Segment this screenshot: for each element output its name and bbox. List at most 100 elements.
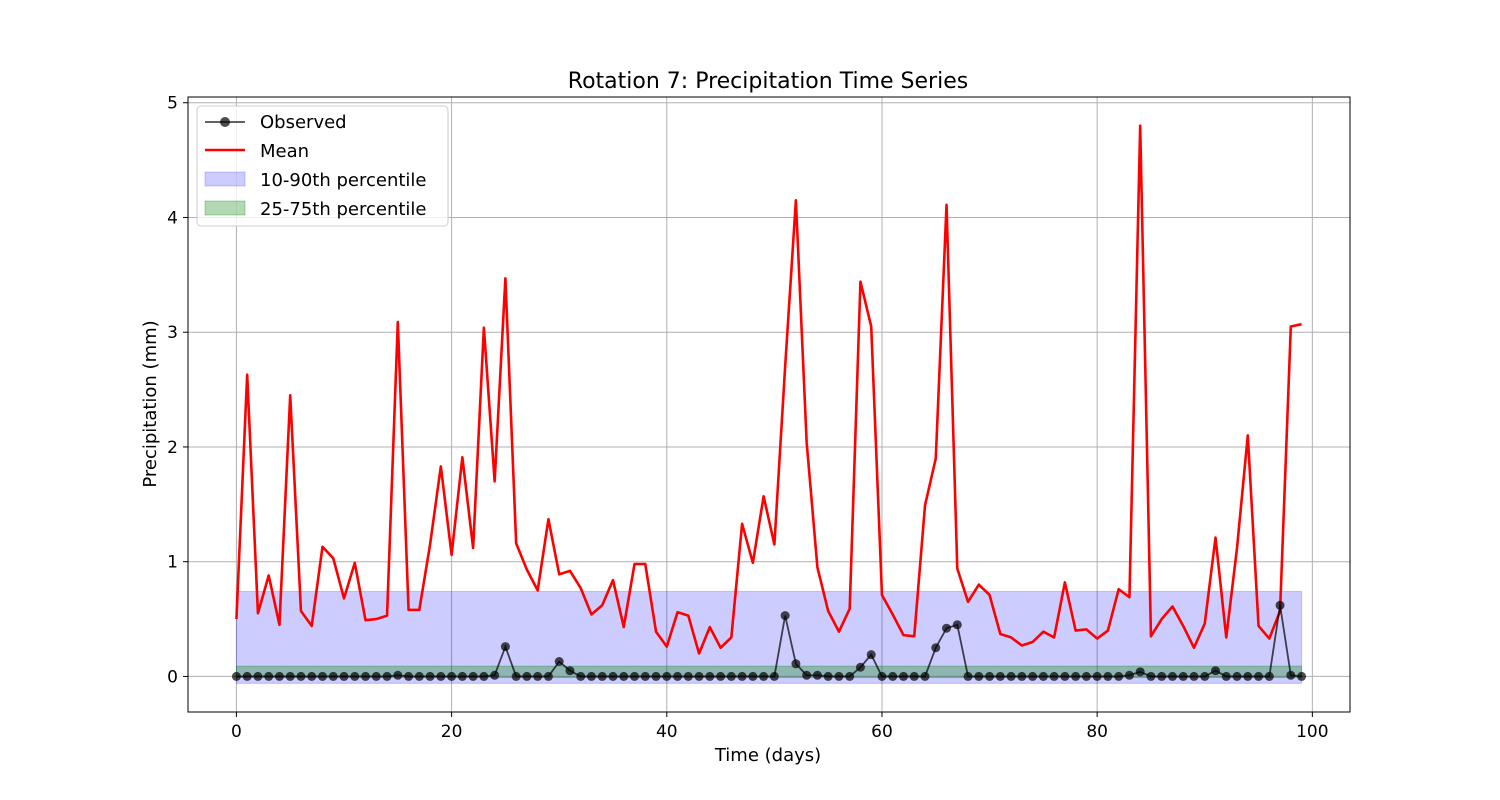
- observed-point: [317, 671, 327, 681]
- y-axis-label: Precipitation (mm): [140, 320, 161, 487]
- observed-point: [328, 671, 338, 681]
- observed-point: [931, 643, 941, 653]
- observed-point: [898, 671, 908, 681]
- observed-point: [995, 671, 1005, 681]
- observed-point: [888, 671, 898, 681]
- observed-point: [737, 671, 747, 681]
- observed-point: [274, 671, 284, 681]
- observed-point: [1275, 600, 1285, 610]
- observed-point: [1060, 671, 1070, 681]
- legend-mean-label: Mean: [260, 141, 309, 162]
- x-tick-label: 0: [231, 722, 242, 742]
- legend-band-25-75-label: 25-75th percentile: [260, 199, 427, 220]
- observed-point: [791, 659, 801, 669]
- observed-point: [985, 671, 995, 681]
- observed-point: [705, 671, 715, 681]
- observed-point: [1189, 671, 1199, 681]
- band-10-90-percentile: [235, 591, 1303, 684]
- chart-title: Rotation 7: Precipitation Time Series: [568, 69, 968, 94]
- observed-point: [909, 671, 919, 681]
- observed-point: [414, 671, 424, 681]
- observed-point: [1264, 671, 1274, 681]
- observed-point: [350, 671, 360, 681]
- observed-point: [1135, 667, 1145, 677]
- percentile-bands: [235, 591, 1303, 684]
- observed-point: [866, 650, 876, 660]
- observed-point: [673, 671, 683, 681]
- y-tick-label: 0: [167, 667, 178, 687]
- y-tick-label: 4: [167, 208, 178, 228]
- observed-point: [393, 670, 403, 680]
- observed-point: [1038, 671, 1048, 681]
- legend-observed-label: Observed: [260, 112, 347, 133]
- observed-point: [1049, 671, 1059, 681]
- observed-point: [823, 671, 833, 681]
- observed-point: [285, 671, 295, 681]
- observed-point: [1071, 671, 1081, 681]
- observed-point: [1146, 671, 1156, 681]
- observed-point: [877, 671, 887, 681]
- x-tick-label: 20: [441, 722, 463, 742]
- observed-point: [1114, 671, 1124, 681]
- observed-point: [834, 671, 844, 681]
- observed-point: [748, 671, 758, 681]
- observed-point: [1103, 671, 1113, 681]
- observed-point: [759, 671, 769, 681]
- observed-point: [640, 671, 650, 681]
- observed-point: [382, 671, 392, 681]
- observed-point: [1254, 671, 1264, 681]
- x-axis-label: Time (days): [714, 745, 821, 766]
- observed-point: [457, 671, 467, 681]
- observed-point: [447, 671, 457, 681]
- observed-point: [242, 671, 252, 681]
- observed-point: [339, 671, 349, 681]
- observed-point: [586, 671, 596, 681]
- observed-point: [1028, 671, 1038, 681]
- y-tick-label: 3: [167, 323, 178, 343]
- observed-point: [1232, 671, 1242, 681]
- observed-point: [963, 671, 973, 681]
- observed-point: [942, 623, 952, 633]
- observed-point: [1167, 671, 1177, 681]
- y-tick-label: 1: [167, 553, 178, 573]
- observed-point: [802, 670, 812, 680]
- observed-point: [780, 611, 790, 621]
- observed-point: [920, 671, 930, 681]
- observed-point: [479, 671, 489, 681]
- y-tick-label: 2: [167, 438, 178, 458]
- observed-point: [231, 671, 241, 681]
- observed-point: [404, 671, 414, 681]
- observed-point: [630, 671, 640, 681]
- x-tick-label: 40: [656, 722, 678, 742]
- legend-observed-marker: [220, 117, 230, 127]
- observed-point: [651, 671, 661, 681]
- observed-point: [522, 671, 532, 681]
- observed-point: [1200, 671, 1210, 681]
- plot-frame: [187, 96, 1351, 713]
- observed-point: [726, 671, 736, 681]
- observed-point: [1017, 671, 1027, 681]
- observed-point: [716, 671, 726, 681]
- legend-band-25-75-swatch: [204, 200, 246, 216]
- legend-band-10-90-swatch: [204, 171, 246, 187]
- observed-point: [1157, 671, 1167, 681]
- mean-series-line: [235, 124, 1302, 655]
- observed-point: [1006, 671, 1016, 681]
- observed-point: [1297, 671, 1307, 681]
- observed-point: [264, 671, 274, 681]
- series-lines: [231, 124, 1307, 681]
- observed-point: [436, 671, 446, 681]
- axis-ticks: 0 20 40 60 80 100 0 1 2 3 4 5: [167, 94, 1328, 742]
- observed-point: [662, 671, 672, 681]
- observed-point: [296, 671, 306, 681]
- observed-point: [845, 671, 855, 681]
- observed-point: [565, 666, 575, 676]
- observed-point: [490, 670, 500, 680]
- observed-point: [608, 671, 618, 681]
- observed-point: [812, 670, 822, 680]
- observed-point: [543, 671, 553, 681]
- x-tick-label: 60: [871, 722, 893, 742]
- observed-point: [533, 671, 543, 681]
- observed-point: [361, 671, 371, 681]
- observed-point: [974, 671, 984, 681]
